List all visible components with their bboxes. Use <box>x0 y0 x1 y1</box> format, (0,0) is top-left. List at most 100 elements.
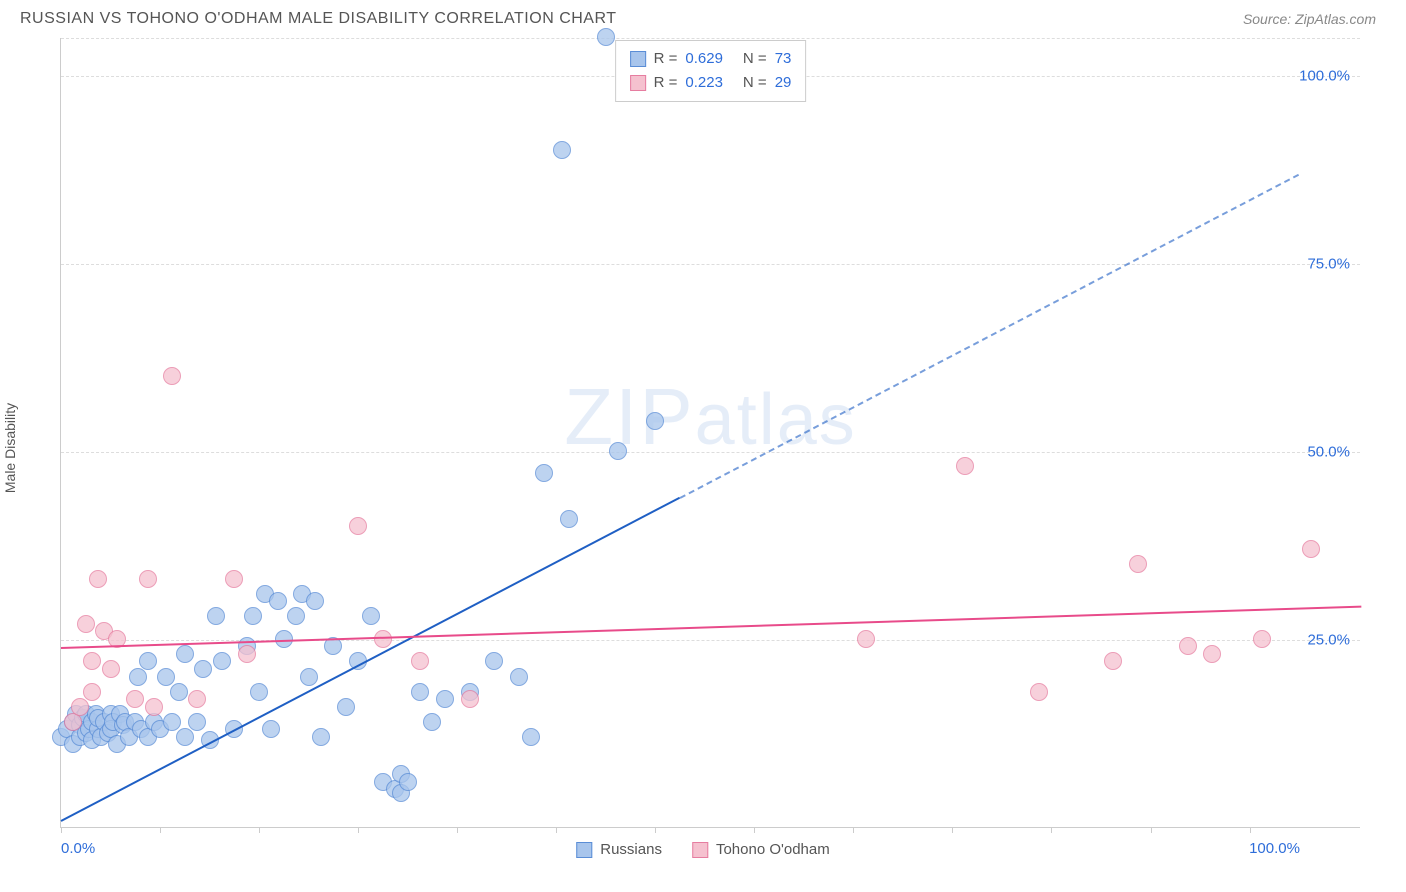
data-point <box>139 652 157 670</box>
stats-row: R = 0.223 N = 29 <box>630 71 792 95</box>
data-point <box>71 698 89 716</box>
data-point <box>461 690 479 708</box>
data-point <box>411 683 429 701</box>
data-point <box>522 728 540 746</box>
legend-swatch <box>630 51 646 67</box>
legend-label: Russians <box>600 841 662 858</box>
data-point <box>553 141 571 159</box>
stat-r-label: R = <box>654 47 678 71</box>
data-point <box>857 630 875 648</box>
x-tick <box>952 827 953 833</box>
data-point <box>262 720 280 738</box>
data-point <box>1203 645 1221 663</box>
data-point <box>163 367 181 385</box>
data-point <box>436 690 454 708</box>
y-tick-label: 50.0% <box>1307 443 1350 460</box>
x-tick <box>1250 827 1251 833</box>
data-point <box>145 698 163 716</box>
stat-r-label: R = <box>654 71 678 95</box>
x-tick-label: 0.0% <box>61 840 95 857</box>
trend-line <box>680 174 1300 499</box>
data-point <box>176 728 194 746</box>
stat-n-value: 73 <box>775 47 792 71</box>
legend-item: Russians <box>576 841 662 858</box>
y-tick-label: 100.0% <box>1299 67 1350 84</box>
legend-swatch <box>692 842 708 858</box>
source-attribution: Source: ZipAtlas.com <box>1243 11 1376 27</box>
x-tick <box>358 827 359 833</box>
data-point <box>77 615 95 633</box>
data-point <box>188 713 206 731</box>
chart-area: Male Disability ZIPatlas 25.0%50.0%75.0%… <box>20 38 1386 858</box>
stat-n-label: N = <box>743 71 767 95</box>
data-point <box>157 668 175 686</box>
data-point <box>956 457 974 475</box>
stats-row: R = 0.629 N = 73 <box>630 47 792 71</box>
data-point <box>170 683 188 701</box>
data-point <box>213 652 231 670</box>
data-point <box>411 652 429 670</box>
data-point <box>349 517 367 535</box>
data-point <box>1253 630 1271 648</box>
data-point <box>646 412 664 430</box>
data-point <box>129 668 147 686</box>
legend-label: Tohono O'odham <box>716 841 830 858</box>
data-point <box>188 690 206 708</box>
data-point <box>485 652 503 670</box>
legend-swatch <box>576 842 592 858</box>
data-point <box>238 645 256 663</box>
data-point <box>312 728 330 746</box>
gridline <box>61 452 1360 453</box>
data-point <box>83 652 101 670</box>
data-point <box>560 510 578 528</box>
data-point <box>1030 683 1048 701</box>
data-point <box>225 570 243 588</box>
x-tick-label: 100.0% <box>1249 840 1300 857</box>
x-tick <box>1151 827 1152 833</box>
watermark: ZIPatlas <box>564 371 857 463</box>
stat-n-label: N = <box>743 47 767 71</box>
data-point <box>609 442 627 460</box>
data-point <box>126 690 144 708</box>
legend-item: Tohono O'odham <box>692 841 830 858</box>
x-tick <box>556 827 557 833</box>
stat-r-value: 0.629 <box>685 47 723 71</box>
stat-n-value: 29 <box>775 71 792 95</box>
data-point <box>362 607 380 625</box>
stat-r-value: 0.223 <box>685 71 723 95</box>
data-point <box>139 570 157 588</box>
data-point <box>300 668 318 686</box>
data-point <box>510 668 528 686</box>
data-point <box>337 698 355 716</box>
x-tick <box>160 827 161 833</box>
gridline <box>61 38 1360 39</box>
data-point <box>597 28 615 46</box>
data-point <box>306 592 324 610</box>
data-point <box>1129 555 1147 573</box>
y-axis-label: Male Disability <box>2 403 18 493</box>
legend-swatch <box>630 75 646 91</box>
bottom-legend: Russians Tohono O'odham <box>576 841 829 858</box>
x-tick <box>457 827 458 833</box>
chart-title: RUSSIAN VS TOHONO O'ODHAM MALE DISABILIT… <box>20 10 617 28</box>
data-point <box>250 683 268 701</box>
data-point <box>176 645 194 663</box>
data-point <box>287 607 305 625</box>
y-tick-label: 75.0% <box>1307 255 1350 272</box>
data-point <box>163 713 181 731</box>
data-point <box>102 660 120 678</box>
data-point <box>83 683 101 701</box>
gridline <box>61 264 1360 265</box>
x-tick <box>61 827 62 833</box>
data-point <box>269 592 287 610</box>
x-tick <box>259 827 260 833</box>
data-point <box>535 464 553 482</box>
data-point <box>1179 637 1197 655</box>
stats-box: R = 0.629 N = 73 R = 0.223 N = 29 <box>615 40 807 102</box>
x-tick <box>754 827 755 833</box>
data-point <box>89 570 107 588</box>
x-tick <box>1051 827 1052 833</box>
data-point <box>194 660 212 678</box>
x-tick <box>853 827 854 833</box>
data-point <box>423 713 441 731</box>
